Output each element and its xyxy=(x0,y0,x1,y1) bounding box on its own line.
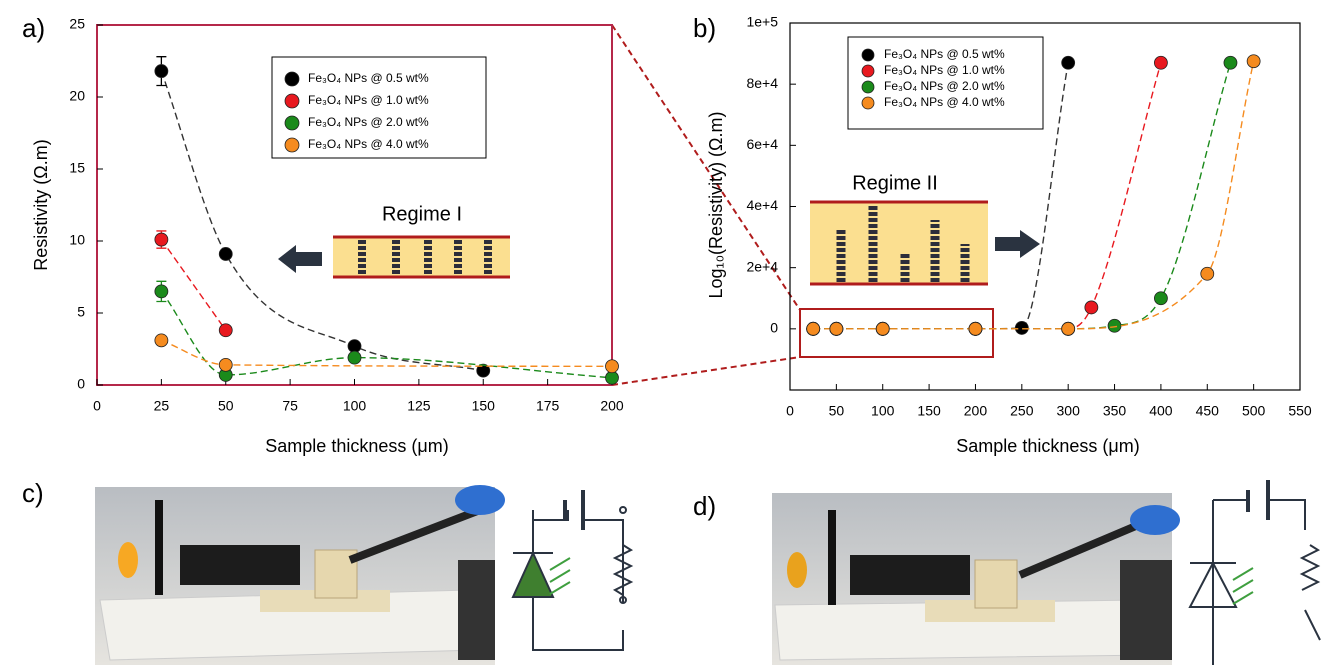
legend-marker xyxy=(285,94,299,108)
regime-2-schematic xyxy=(810,202,1040,284)
data-point xyxy=(155,65,168,78)
y-tick-label: 6e+4 xyxy=(746,136,778,152)
legend-marker xyxy=(862,65,874,77)
y-tick-label: 0 xyxy=(770,320,778,336)
data-point xyxy=(830,322,843,335)
fit-line xyxy=(161,240,225,331)
x-tick-label: 450 xyxy=(1196,403,1220,419)
zoom-box xyxy=(800,309,993,357)
y-tick-label: 2e+4 xyxy=(746,258,778,274)
x-tick-label: 150 xyxy=(917,403,941,419)
data-point xyxy=(219,324,232,337)
legend-label: Fe₃O₄ NPs @ 0.5 wt% xyxy=(884,47,1005,61)
y-tick-label: 4e+4 xyxy=(746,197,778,213)
x-tick-label: 200 xyxy=(964,403,988,419)
data-point xyxy=(348,351,361,364)
data-point xyxy=(1062,322,1075,335)
y-tick-label: 25 xyxy=(69,16,85,32)
data-point xyxy=(155,334,168,347)
x-tick-label: 50 xyxy=(829,403,845,419)
data-point xyxy=(1224,56,1237,69)
data-point xyxy=(155,233,168,246)
x-tick-label: 75 xyxy=(282,398,298,414)
data-point xyxy=(606,371,619,384)
x-tick-label: 400 xyxy=(1149,403,1173,419)
x-tick-label: 100 xyxy=(871,403,895,419)
x-tick-label: 100 xyxy=(343,398,367,414)
panel-label: a) xyxy=(22,13,45,43)
data-point xyxy=(1201,267,1214,280)
legend-label: Fe₃O₄ NPs @ 2.0 wt% xyxy=(884,79,1005,93)
panel-label: b) xyxy=(693,13,716,43)
data-point xyxy=(1154,56,1167,69)
x-tick-label: 250 xyxy=(1010,403,1034,419)
panel-label: d) xyxy=(693,491,716,521)
photo-c xyxy=(95,485,505,665)
panel-label: c) xyxy=(22,478,44,508)
x-tick-label: 0 xyxy=(786,403,794,419)
circuit-c xyxy=(513,490,631,650)
chart: b) Sample thickness (μm) Log₁₀(Resistivity… xyxy=(693,13,1312,456)
data-point xyxy=(1247,55,1260,68)
x-tick-label: 500 xyxy=(1242,403,1266,419)
legend-marker xyxy=(285,72,299,86)
data-point xyxy=(969,322,982,335)
x-tick-label: 175 xyxy=(536,398,560,414)
data-point xyxy=(348,340,361,353)
legend-label: Fe₃O₄ NPs @ 1.0 wt% xyxy=(308,93,429,107)
annotation: Regime I xyxy=(382,203,462,225)
regime-1-schematic xyxy=(278,237,510,277)
legend-label: Fe₃O₄ NPs @ 1.0 wt% xyxy=(884,63,1005,77)
data-point xyxy=(1108,319,1121,332)
data-point xyxy=(876,322,889,335)
figure: a) Sample thickness (μm) Resistivity (Ω.m)… xyxy=(0,0,1322,667)
data-point xyxy=(1154,292,1167,305)
legend-marker xyxy=(862,97,874,109)
data-point xyxy=(606,360,619,373)
y-tick-label: 0 xyxy=(77,376,85,392)
y-tick-label: 1e+5 xyxy=(746,14,778,30)
chart: a) Sample thickness (μm) Resistivity (Ω.m)… xyxy=(22,13,624,456)
x-tick-label: 150 xyxy=(472,398,496,414)
legend-label: Fe₃O₄ NPs @ 0.5 wt% xyxy=(308,71,429,85)
data-point xyxy=(1062,56,1075,69)
legend-marker xyxy=(285,116,299,130)
y-tick-label: 20 xyxy=(69,88,85,104)
x-axis-label: Sample thickness (μm) xyxy=(265,436,448,456)
x-tick-label: 125 xyxy=(407,398,431,414)
x-tick-label: 200 xyxy=(600,398,624,414)
photo-d xyxy=(772,493,1180,665)
x-tick-label: 550 xyxy=(1288,403,1312,419)
data-point xyxy=(1015,321,1028,334)
legend-label: Fe₃O₄ NPs @ 4.0 wt% xyxy=(308,137,429,151)
circuit-d xyxy=(1190,480,1320,665)
x-axis-label: Sample thickness (μm) xyxy=(956,436,1139,456)
x-tick-label: 25 xyxy=(154,398,170,414)
annotation: Regime II xyxy=(852,172,938,194)
x-tick-label: 50 xyxy=(218,398,234,414)
legend-label: Fe₃O₄ NPs @ 2.0 wt% xyxy=(308,115,429,129)
legend-marker xyxy=(285,138,299,152)
legend-label: Fe₃O₄ NPs @ 4.0 wt% xyxy=(884,95,1005,109)
y-tick-label: 5 xyxy=(77,304,85,320)
x-tick-label: 0 xyxy=(93,398,101,414)
y-tick-label: 15 xyxy=(69,160,85,176)
data-point xyxy=(219,247,232,260)
data-point xyxy=(1085,301,1098,314)
y-axis-label: Resistivity (Ω.m) xyxy=(31,139,51,270)
data-point xyxy=(155,285,168,298)
x-tick-label: 350 xyxy=(1103,403,1127,419)
legend-marker xyxy=(862,49,874,61)
y-tick-label: 10 xyxy=(69,232,85,248)
y-axis-label: Log₁₀(Resistivity) (Ω.m) xyxy=(706,111,726,298)
y-tick-label: 8e+4 xyxy=(746,75,778,91)
legend-marker xyxy=(862,81,874,93)
data-point xyxy=(219,358,232,371)
x-tick-label: 300 xyxy=(1057,403,1081,419)
data-point xyxy=(807,322,820,335)
